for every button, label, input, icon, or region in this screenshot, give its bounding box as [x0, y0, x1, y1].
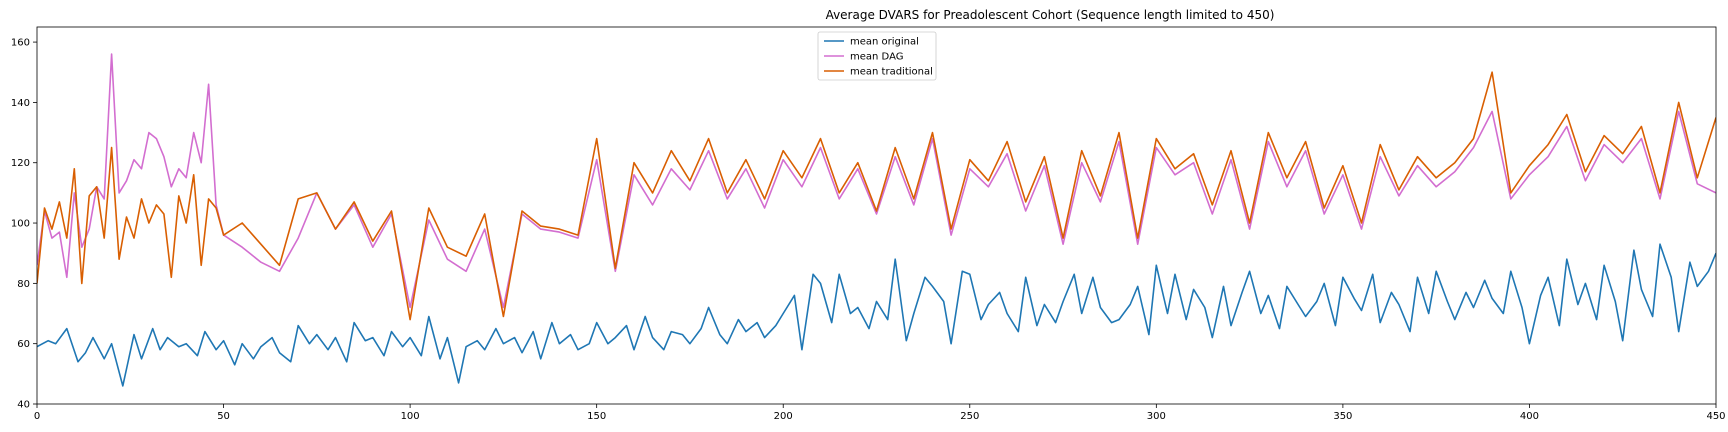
series-line-mean-original — [37, 243, 1716, 387]
chart-title: Average DVARS for Preadolescent Cohort (… — [826, 8, 1275, 22]
x-tick-label: 0 — [34, 411, 40, 422]
y-tick-label: 160 — [11, 38, 30, 49]
y-tick-label: 40 — [17, 400, 30, 411]
y-tick-label: 80 — [17, 279, 30, 290]
legend-label: mean traditional — [850, 67, 933, 78]
legend-label: mean DAG — [850, 52, 903, 63]
legend-box — [817, 31, 937, 81]
x-tick-label: 400 — [1520, 411, 1539, 422]
x-tick-label: 100 — [401, 411, 420, 422]
x-tick-label: 350 — [1333, 411, 1352, 422]
x-tick-label: 450 — [1706, 411, 1725, 422]
series-line-mean-traditional — [37, 71, 1716, 321]
x-tick-label: 300 — [1147, 411, 1166, 422]
plot-frame — [36, 26, 1717, 405]
axes: 0 50 100 150 200 250 300 350 400 450 40 60 80 100 120 1… — [11, 26, 1726, 422]
y-tick-label: 60 — [17, 339, 30, 350]
legend-label: mean original — [850, 37, 919, 48]
legend: mean original mean DAG mean traditional — [817, 31, 937, 81]
x-tick-label: 250 — [960, 411, 979, 422]
y-tick-label: 140 — [11, 98, 30, 109]
y-tick-label: 120 — [11, 158, 30, 169]
series-line-mean-DAG — [37, 53, 1716, 309]
plot-area — [37, 53, 1716, 387]
y-tick-label: 100 — [11, 219, 30, 230]
x-tick-label: 50 — [217, 411, 230, 422]
x-tick-label: 150 — [587, 411, 606, 422]
x-tick-label: 200 — [774, 411, 793, 422]
